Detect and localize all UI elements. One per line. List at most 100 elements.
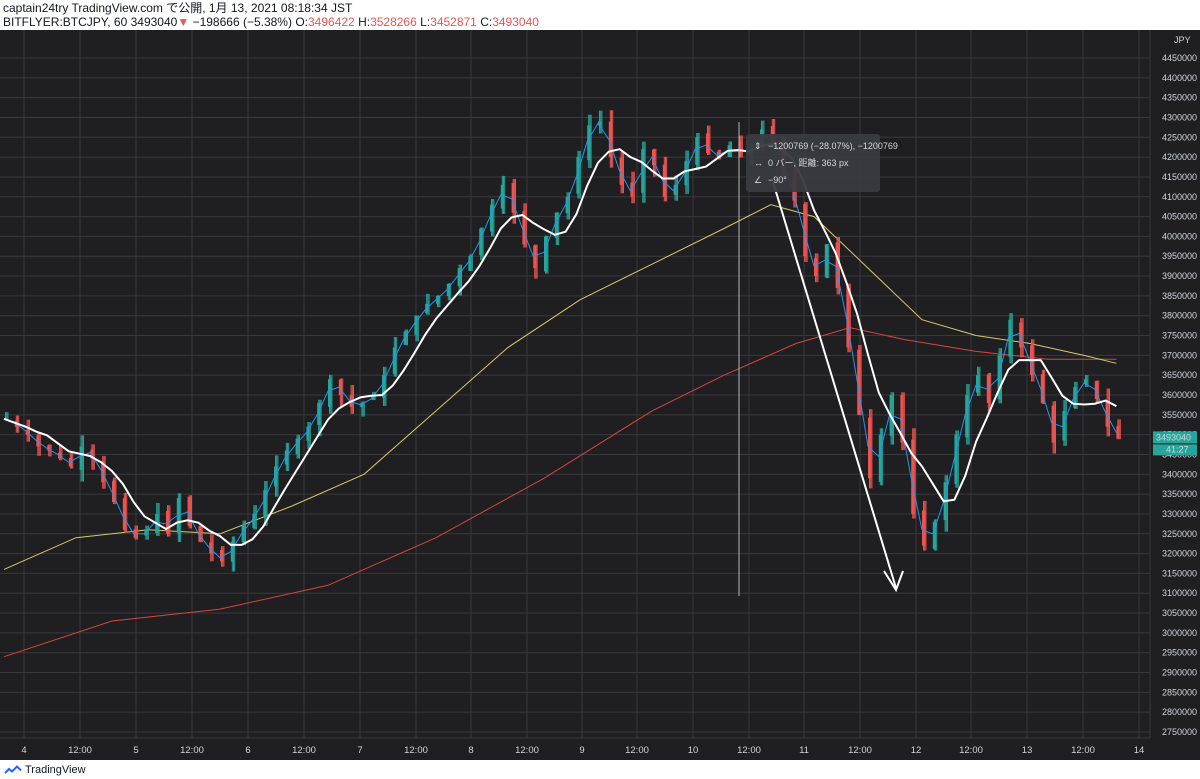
candle-body [511,182,515,213]
close-value: 3493040 [492,15,539,29]
candle-body [446,283,450,296]
time-tick-label: 5 [133,745,138,756]
candle-body [47,445,51,451]
candle-body [608,121,612,158]
down-arrow-icon: ▼ [177,15,190,29]
candle-body [403,331,407,345]
candle-body [263,490,267,516]
candle-body [382,375,386,398]
symbol-name[interactable]: BITFLYER:BTCJPY, 60 [3,15,128,29]
candle-body [68,457,72,467]
candle-body [554,212,558,238]
ma-yellow-line [3,204,1117,570]
price-tick-label: 4300000 [1162,112,1197,122]
candle-body [500,184,504,209]
price-tick-label: 4100000 [1162,192,1197,202]
time-tick-label: 12:00 [292,745,316,756]
last-price-badge [1153,431,1197,444]
candle-body [662,164,666,197]
candle-body [79,446,83,470]
candle-body [814,258,818,277]
candle-body [220,549,224,562]
time-axis: 4 12:00 5 12:00 6 12:00 7 12:00 8 12:00 9 12:00 10 12… [0,737,1200,760]
candle-body [457,268,461,287]
open-label: O: [295,15,308,29]
candle-body [414,315,418,335]
tradingview-logo[interactable]: TradingView [4,764,86,776]
time-tick-label: 12:00 [737,745,761,756]
price-tick-label: 2800000 [1162,707,1197,717]
price-tick-label: 4150000 [1162,172,1197,182]
price-tick-label: 3300000 [1162,509,1197,519]
measure-distance-text: 0 バー, 距離: 363 px [768,157,849,168]
price-tick-label: 3050000 [1162,608,1197,618]
candle-body [932,521,936,549]
candle-body [122,498,126,530]
candle-body [803,204,807,257]
candle-body [598,121,602,126]
candle-body [835,242,839,288]
high-label: H: [358,15,371,29]
candle-body [1019,322,1023,348]
candle-body [900,395,904,443]
price-tick-label: 3200000 [1162,549,1197,559]
currency-label: JPY [1174,35,1191,45]
time-tick-label: 9 [579,745,584,756]
candle-body [317,402,321,425]
candle-body [533,245,537,269]
candle-body [1094,381,1098,399]
candle-body [436,295,440,304]
measure-bars-icon: ↔ [754,158,763,168]
candle-body [295,438,299,455]
candle-body [360,402,364,408]
candle-body [490,204,494,232]
price-tick-label: 3850000 [1162,291,1197,301]
candle-body [1084,379,1088,384]
candle-body [209,542,213,554]
countdown-badge [1153,444,1197,456]
time-tick-label: 12:00 [515,745,539,756]
candle-body [684,161,688,186]
price-chart[interactable]: ⇕ ↔ ∠ −1200769 (−28.07%), −1200769 0 バー, 距離:… [0,30,1200,760]
ma-blue-line [3,122,1117,559]
time-tick-label: 8 [468,745,473,756]
candle-body [965,395,969,438]
time-tick-label: 11 [799,745,809,756]
symbol-legend: BITFLYER:BTCJPY, 60 3493040▼ −198666 (−5… [3,15,539,29]
candle-body [544,236,548,272]
low-label: L: [420,15,431,29]
price-tick-label: 3750000 [1162,331,1197,341]
time-tick-label: 6 [245,745,250,756]
candle-body [976,375,980,393]
chart-grid [0,30,1150,738]
price-tick-label: 4050000 [1162,212,1197,222]
candle-body [468,256,472,272]
last-price-badge-text: 3493040 [1156,432,1191,442]
price-tick-label: 2900000 [1162,668,1197,678]
price-tick-label: 3700000 [1162,350,1197,360]
chart-canvas[interactable]: ⇕ ↔ ∠ −1200769 (−28.07%), −1200769 0 バー, 距離:… [0,30,1200,760]
candle-body [90,449,94,459]
ma-yellow-path [3,204,1117,570]
price-tick-label: 3900000 [1162,271,1197,281]
price-tick-label: 4250000 [1162,132,1197,142]
candle-body [252,513,256,528]
trend-arrow-line [772,181,897,589]
candle-body [619,157,623,185]
high-value: 3528266 [370,15,417,29]
candle-body [479,228,483,256]
candle-body [1116,425,1120,439]
measure-tooltip: ⇕ ↔ ∠ −1200769 (−28.07%), −1200769 0 バー, 距離:… [746,134,898,192]
candle-body [328,379,332,407]
price-tick-label: 4000000 [1162,231,1197,241]
ma-blue-path [3,122,1117,559]
candle-body [187,496,191,526]
time-tick-label: 12:00 [68,745,92,756]
candle-body [198,526,202,542]
time-tick-label: 4 [21,745,26,756]
open-value: 3496422 [308,15,355,29]
candle-body [587,125,591,161]
candle-body [274,466,278,487]
candle-body [846,284,850,348]
candle-body [1051,405,1055,443]
